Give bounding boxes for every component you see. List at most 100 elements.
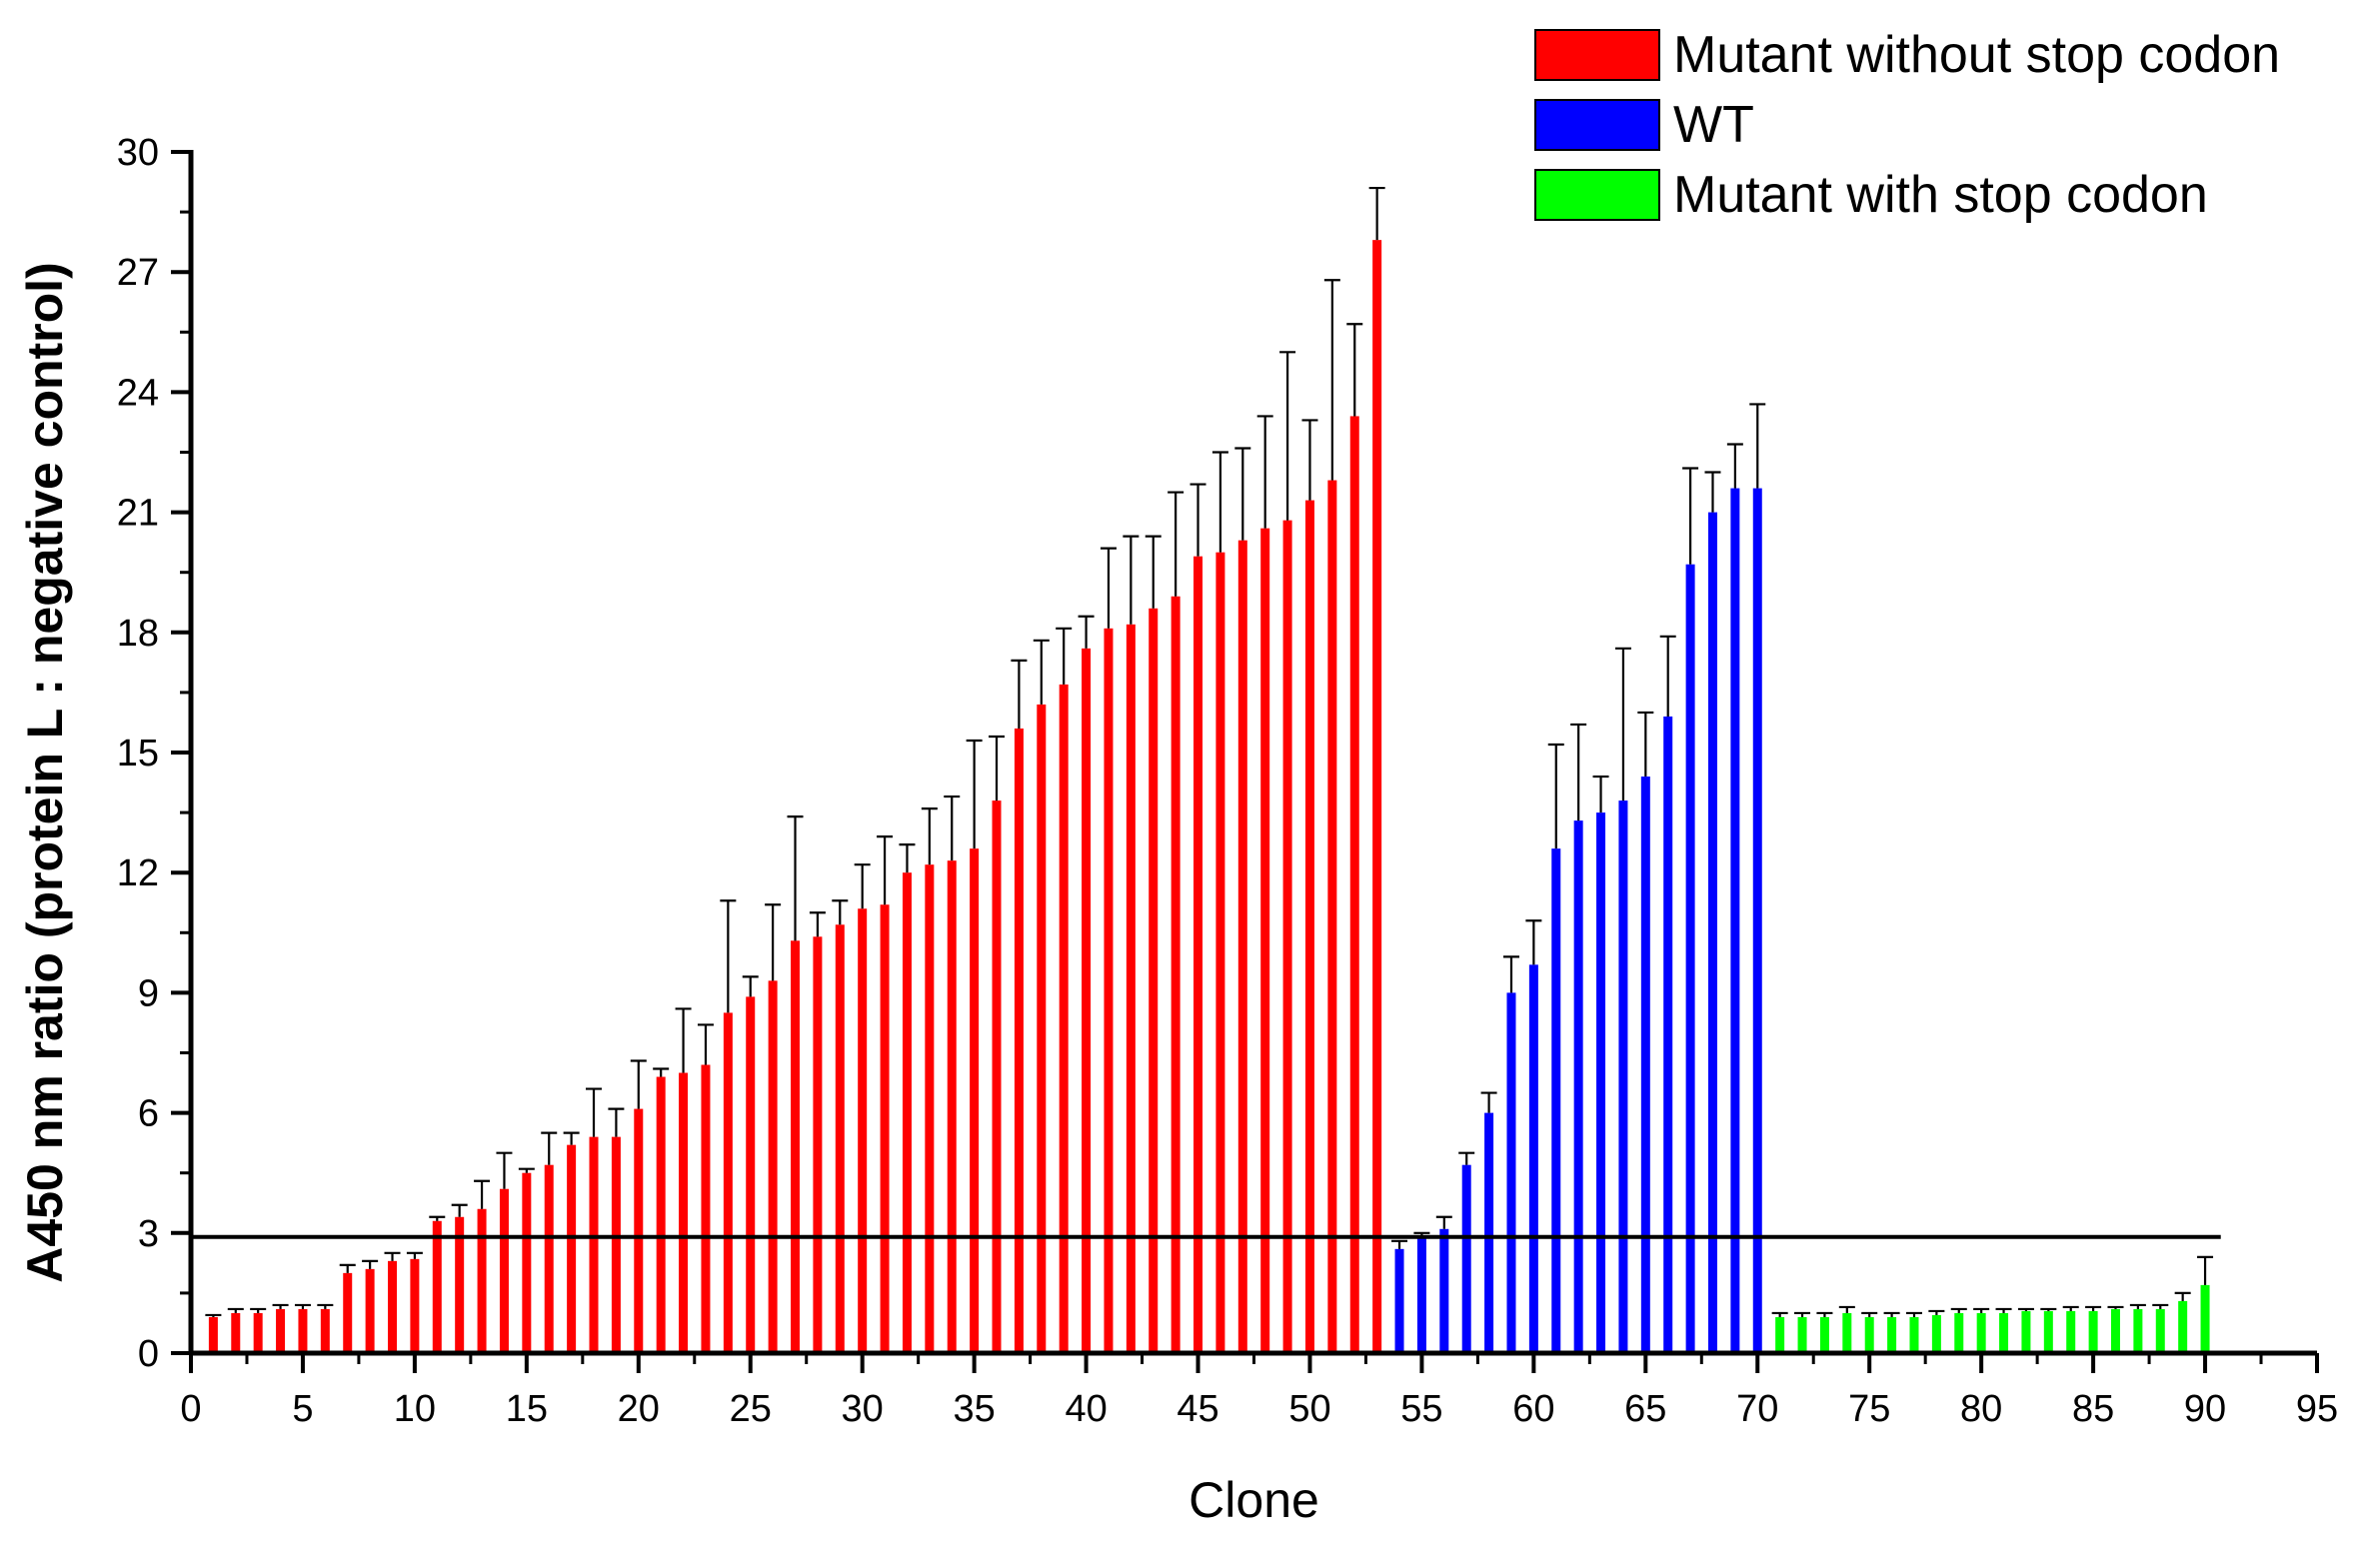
bar — [1372, 240, 1382, 1353]
bar — [567, 1144, 577, 1353]
bar — [432, 1220, 442, 1353]
bar — [1416, 1236, 1426, 1353]
x-tick-label: 25 — [730, 1388, 772, 1430]
legend-swatch — [1534, 99, 1660, 151]
bar — [1640, 777, 1650, 1353]
y-tick-label: 6 — [138, 1093, 159, 1135]
x-tick-label: 60 — [1512, 1388, 1554, 1430]
bar — [1304, 500, 1314, 1354]
bar — [1842, 1312, 1852, 1353]
bar — [1931, 1314, 1941, 1353]
bar — [1819, 1316, 1829, 1353]
x-tick-label: 70 — [1736, 1388, 1778, 1430]
bar — [2178, 1300, 2188, 1353]
legend-label: Mutant with stop codon — [1673, 166, 2208, 224]
bar — [1506, 992, 1516, 1353]
bar — [343, 1272, 353, 1353]
bar — [1663, 716, 1673, 1353]
bar — [1707, 512, 1717, 1353]
bar — [1596, 812, 1606, 1353]
x-tick-label: 40 — [1065, 1388, 1107, 1430]
bar — [1573, 820, 1583, 1353]
bar — [634, 1108, 644, 1353]
bar — [925, 864, 935, 1353]
bar — [1014, 728, 1024, 1353]
bar — [2066, 1310, 2076, 1353]
x-tick-label: 0 — [180, 1388, 201, 1430]
bar — [2043, 1310, 2053, 1353]
bar — [2155, 1308, 2165, 1353]
bar — [1484, 1112, 1494, 1353]
bar — [947, 860, 957, 1353]
bar — [701, 1064, 711, 1353]
x-tick-label: 35 — [953, 1388, 995, 1430]
bar — [1797, 1316, 1807, 1353]
x-tick-label: 55 — [1400, 1388, 1442, 1430]
x-tick-label: 45 — [1177, 1388, 1218, 1430]
x-tick-label: 75 — [1848, 1388, 1890, 1430]
legend-swatch — [1534, 169, 1660, 221]
y-tick-label: 30 — [117, 132, 159, 174]
bar — [902, 872, 912, 1353]
bar — [1976, 1312, 1986, 1353]
bar — [1730, 488, 1740, 1353]
bar — [2110, 1308, 2120, 1353]
x-tick-label: 50 — [1288, 1388, 1330, 1430]
y-tick-label: 3 — [138, 1213, 159, 1255]
y-axis-title: A450 nm ratio (protein L : negative cont… — [17, 262, 73, 1282]
bar — [1909, 1316, 1919, 1353]
bar — [455, 1216, 465, 1353]
bar — [1394, 1248, 1404, 1353]
x-tick-label: 10 — [394, 1388, 436, 1430]
bar — [1954, 1312, 1964, 1353]
x-axis-title: Clone — [1188, 1472, 1319, 1528]
x-tick-label: 85 — [2072, 1388, 2114, 1430]
bar — [2088, 1310, 2098, 1353]
bar — [880, 904, 890, 1353]
bar — [208, 1316, 218, 1353]
y-tick-label: 27 — [117, 252, 159, 294]
bar — [1999, 1312, 2009, 1353]
bar — [1327, 480, 1337, 1354]
bar — [656, 1076, 666, 1353]
bar — [2133, 1308, 2143, 1353]
bar — [276, 1308, 286, 1353]
y-tick-label: 18 — [117, 613, 159, 655]
x-tick-label: 15 — [506, 1388, 548, 1430]
bar — [813, 936, 823, 1353]
bar — [1752, 488, 1762, 1353]
bar — [1685, 564, 1695, 1353]
legend: Mutant without stop codon WT Mutant with s… — [1534, 26, 2280, 224]
x-tick-label: 95 — [2296, 1388, 2338, 1430]
x-tick-label: 20 — [618, 1388, 660, 1430]
bar — [1618, 800, 1628, 1353]
bar — [1037, 704, 1047, 1353]
y-tick-label: 12 — [117, 852, 159, 894]
bar — [589, 1136, 599, 1353]
legend-label: WT — [1673, 96, 1754, 154]
bar — [992, 800, 1002, 1353]
bar — [970, 848, 980, 1353]
bar — [1171, 596, 1180, 1353]
bar — [1149, 608, 1159, 1353]
bar — [1104, 628, 1114, 1353]
bar — [1775, 1316, 1785, 1353]
bar — [1059, 684, 1069, 1353]
ticks-layer: 0 5 10 15 20 25 30 35 40 45 50 55 60 65 70 75 80 85 90 95 0 3… — [117, 132, 2338, 1430]
bar — [320, 1308, 330, 1353]
bar — [611, 1136, 621, 1353]
bar — [231, 1312, 241, 1353]
bar — [1260, 528, 1270, 1353]
bar — [410, 1258, 420, 1353]
bar — [768, 980, 778, 1353]
bar — [522, 1172, 532, 1353]
bar — [1082, 648, 1092, 1353]
bar — [746, 996, 756, 1353]
bar — [1215, 552, 1225, 1353]
bar — [1439, 1228, 1449, 1353]
y-tick-label: 0 — [138, 1333, 159, 1375]
bar — [1461, 1164, 1471, 1353]
bar — [1193, 556, 1203, 1353]
